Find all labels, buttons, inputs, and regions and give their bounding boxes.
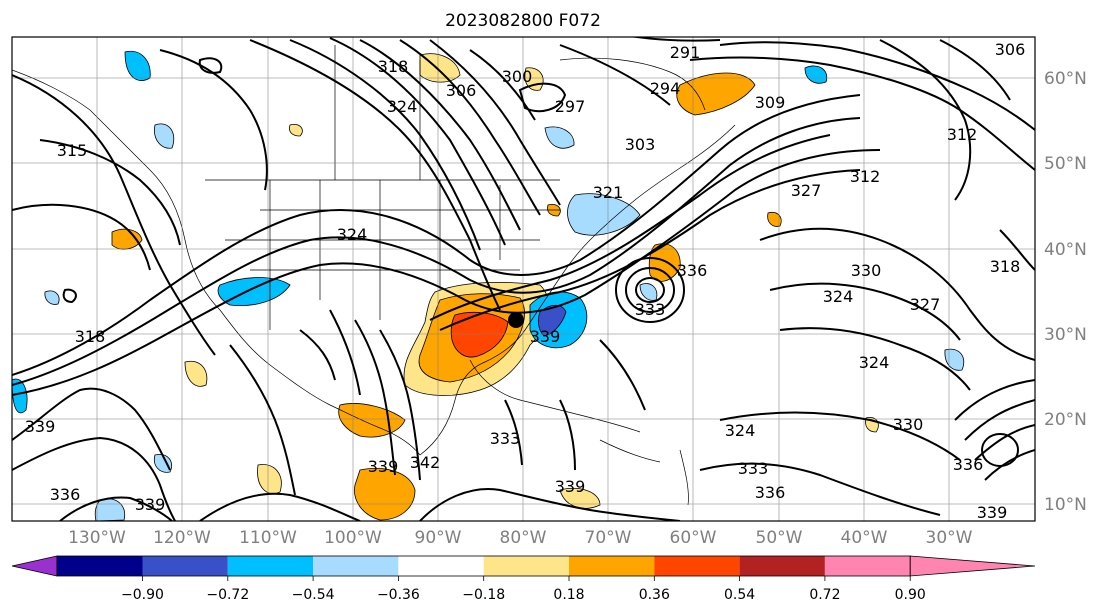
contour-label: 339 xyxy=(555,477,586,496)
lat-label-40n: 40°N xyxy=(1044,240,1087,260)
colorbar-tick-label: −0.54 xyxy=(292,587,335,603)
colorbar-segment xyxy=(483,556,569,576)
contour-lines xyxy=(12,37,1035,521)
colorbar-segment xyxy=(824,556,911,576)
colorbar-tick-label: 0.36 xyxy=(639,587,670,603)
contour-label: 339 xyxy=(25,417,56,436)
colorbar-segment xyxy=(398,556,484,576)
contour-label: 330 xyxy=(893,415,924,434)
contour-label: 318 xyxy=(990,257,1021,276)
contour-label: 294 xyxy=(650,79,681,98)
contour-label: 324 xyxy=(725,421,756,440)
contour-label: 339 xyxy=(135,495,166,514)
map-frame xyxy=(11,36,1036,522)
colorbar-segment xyxy=(227,556,314,576)
contour-label: 303 xyxy=(625,135,656,154)
lon-label: 120°W xyxy=(153,528,211,548)
longitude-labels: 130°W 120°W 110°W 100°W 90°W 80°W 70°W 6… xyxy=(68,528,973,548)
colorbar-segment xyxy=(313,556,399,576)
contour-label: 333 xyxy=(490,429,521,448)
colorbar-extend-high xyxy=(909,555,1036,577)
contour-label: 324 xyxy=(387,97,418,116)
lon-label: 110°W xyxy=(239,528,297,548)
contour-label: 330 xyxy=(851,261,882,280)
contour-label: 312 xyxy=(947,125,978,144)
lat-label-50n: 50°N xyxy=(1044,154,1087,174)
contour-label: 336 xyxy=(50,485,81,504)
contour-label: 336 xyxy=(677,261,708,280)
contour-label: 342 xyxy=(410,453,441,472)
map-background xyxy=(12,37,1035,521)
colorbar-segment xyxy=(57,556,143,576)
lat-label-20n: 20°N xyxy=(1044,410,1087,430)
contour-label: 336 xyxy=(755,483,786,502)
lon-label: 50°W xyxy=(756,528,803,548)
map-panel: 291 306 312 300 297 294 309 318 324 315 … xyxy=(11,36,1036,522)
map-content: 291 306 312 300 297 294 309 318 324 315 … xyxy=(12,37,1035,522)
colorbar-tick-label: −0.90 xyxy=(121,587,164,603)
colorbar-tick-label: 0.18 xyxy=(553,587,584,603)
contour-label: 306 xyxy=(446,81,477,100)
colorbar-tick-label: −0.36 xyxy=(377,587,420,603)
contour-label: 306 xyxy=(995,40,1026,59)
colorbar-segment xyxy=(654,556,740,576)
contour-label: 318 xyxy=(75,327,106,346)
contour-label: 300 xyxy=(502,67,533,86)
lon-label: 100°W xyxy=(324,528,382,548)
contour-label: 324 xyxy=(823,287,854,306)
contour-label: 324 xyxy=(859,353,890,372)
lon-label: 80°W xyxy=(500,528,547,548)
contour-label: 327 xyxy=(910,295,941,314)
contour-label: 339 xyxy=(977,503,1008,522)
colorbar-segment xyxy=(739,556,825,576)
colorbar-tick-label: 0.54 xyxy=(724,587,755,603)
contour-label: 339 xyxy=(530,327,561,346)
contour-label: 315 xyxy=(57,141,88,160)
contour-label: 318 xyxy=(378,57,409,76)
colorbar-segment xyxy=(569,556,655,576)
latitude-labels: 60°N 50°N 40°N 30°N 20°N 10°N xyxy=(1044,69,1087,515)
contour-label: 321 xyxy=(593,183,624,202)
contour-label-group: 291 306 312 300 297 294 309 318 324 315 … xyxy=(25,40,1026,522)
contour-label: 333 xyxy=(635,300,666,319)
storm-center-marker xyxy=(508,312,524,328)
colorbar-tick-label: −0.18 xyxy=(462,587,505,603)
colorbar-tick-label: 0.72 xyxy=(809,587,840,603)
lat-label-60n: 60°N xyxy=(1044,69,1087,89)
contour-label: 339 xyxy=(368,457,399,476)
lon-label: 40°W xyxy=(841,528,888,548)
contour-label: 312 xyxy=(850,167,881,186)
contour-label: 297 xyxy=(555,97,586,116)
contour-label: 309 xyxy=(755,93,786,112)
colorbar-extend-low xyxy=(11,555,58,577)
colorbar-tick-label: 0.90 xyxy=(895,587,926,603)
colorbar-segment xyxy=(142,556,228,576)
map-title: 2023082800 F072 xyxy=(445,11,601,31)
contour-label: 336 xyxy=(953,455,984,474)
lon-label: 30°W xyxy=(926,528,973,548)
lon-label: 60°W xyxy=(670,528,717,548)
contour-label: 291 xyxy=(670,43,701,62)
colorbar: −0.90 −0.72 −0.54 −0.36 −0.18 0.18 0.36 … xyxy=(11,555,1036,603)
lon-label: 90°W xyxy=(415,528,462,548)
contour-label: 324 xyxy=(337,225,368,244)
lon-label: 70°W xyxy=(585,528,632,548)
lon-label: 130°W xyxy=(68,528,126,548)
colorbar-ticks xyxy=(142,576,911,581)
lat-label-30n: 30°N xyxy=(1044,325,1087,345)
contour-label: 327 xyxy=(791,181,822,200)
colorbar-tick-labels: −0.90 −0.72 −0.54 −0.36 −0.18 0.18 0.36 … xyxy=(121,587,926,603)
colorbar-tick-label: −0.72 xyxy=(206,587,249,603)
contour-label: 333 xyxy=(738,459,769,478)
lat-label-10n: 10°N xyxy=(1044,495,1087,515)
